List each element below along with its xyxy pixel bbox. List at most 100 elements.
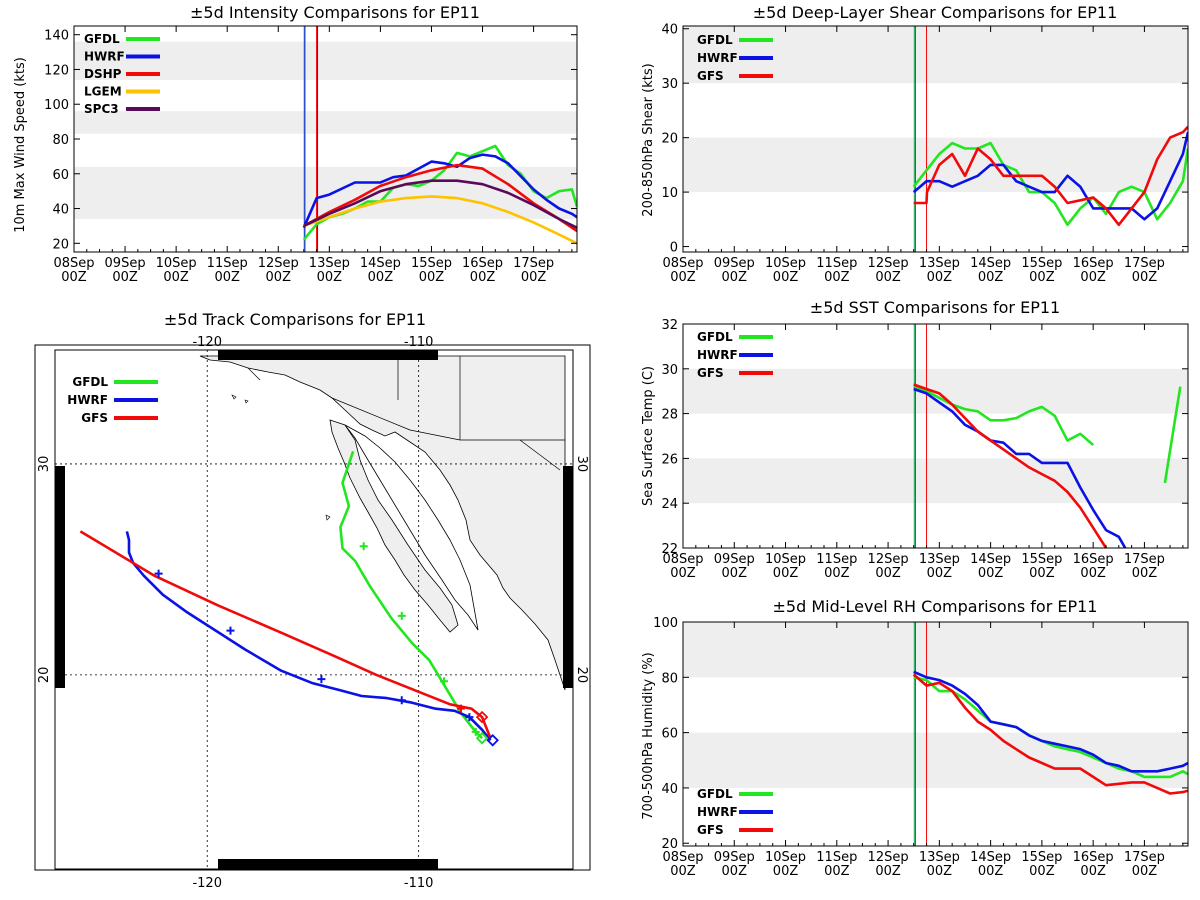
intensity-panel: ±5d Intensity Comparisons for EP11 10m M… bbox=[13, 3, 578, 285]
sst-title: ±5d SST Comparisons for EP11 bbox=[810, 298, 1060, 317]
intensity-series-dshp bbox=[303, 163, 577, 233]
track-marker-gfdl bbox=[397, 611, 406, 620]
track-map-frame bbox=[54, 349, 574, 870]
lon-label-top: -120 bbox=[192, 335, 222, 350]
track-marker-hwrf bbox=[397, 696, 406, 705]
intensity-xtick-hour: 00Z bbox=[214, 270, 240, 285]
shear-band-1 bbox=[683, 26, 1188, 84]
lat-label-left: 20 bbox=[37, 667, 52, 684]
sst-xtick-date: 11Sep bbox=[816, 552, 857, 567]
sst-xtick-hour: 00Z bbox=[1132, 566, 1158, 581]
intensity-series-spc3 bbox=[303, 179, 577, 229]
rh-band-0 bbox=[683, 732, 1188, 788]
track-legend-label-gfdl: GFDL bbox=[72, 375, 108, 389]
intensity-xtick-date: 11Sep bbox=[207, 256, 248, 271]
rh-axes-frame bbox=[682, 621, 1189, 847]
intensity-ytick-label: 80 bbox=[52, 133, 69, 148]
intensity-xtick-hour: 00Z bbox=[61, 270, 87, 285]
rh-ytick-label: 80 bbox=[661, 671, 678, 686]
rh-xtick-date: 09Sep bbox=[714, 850, 755, 865]
sst-xtick-date: 12Sep bbox=[868, 552, 909, 567]
rh-xtick-hour: 00Z bbox=[1080, 864, 1106, 879]
rh-y-label: 700-500hPa Humidity (%) bbox=[641, 652, 656, 819]
sst-ytick-label: 24 bbox=[661, 497, 678, 512]
intensity-xtick-date: 17Sep bbox=[513, 256, 554, 271]
track-marker-gfs bbox=[456, 704, 465, 713]
mainland-landmass bbox=[199, 355, 566, 691]
intensity-xtick-hour: 00Z bbox=[317, 270, 343, 285]
rh-legend-label-gfs: GFS bbox=[697, 823, 724, 837]
track-legend-label-gfs: GFS bbox=[81, 411, 108, 425]
sst-series-gfs bbox=[913, 383, 1108, 548]
rh-xtick-date: 16Sep bbox=[1073, 850, 1114, 865]
rh-xtick-date: 08Sep bbox=[662, 850, 703, 865]
intensity-series-lgem bbox=[303, 195, 577, 245]
intensity-legend-label-lgem: LGEM bbox=[84, 85, 122, 99]
rh-xtick-date: 14Sep bbox=[970, 850, 1011, 865]
shear-xtick-hour: 00Z bbox=[875, 270, 901, 285]
lon-label-bottom: -110 bbox=[404, 876, 434, 891]
track-legend-label-hwrf: HWRF bbox=[67, 393, 108, 407]
track-series-gfs bbox=[79, 530, 492, 739]
track-marker-gfdl bbox=[471, 727, 480, 736]
shear-band-0 bbox=[683, 137, 1188, 193]
shear-xtick-date: 10Sep bbox=[765, 256, 806, 271]
sst-xtick-hour: 00Z bbox=[875, 566, 901, 581]
sst-xtick-date: 08Sep bbox=[662, 552, 703, 567]
rh-ytick-label: 40 bbox=[661, 782, 678, 797]
rh-xtick-date: 15Sep bbox=[1021, 850, 1062, 865]
sst-ytick-label: 22 bbox=[661, 542, 678, 557]
intensity-xtick-hour: 00Z bbox=[266, 270, 292, 285]
track-marker-hwrf bbox=[465, 713, 474, 722]
shear-xtick-date: 08Sep bbox=[662, 256, 703, 271]
lat-label-right: 30 bbox=[574, 456, 589, 473]
sst-xtick-hour: 00Z bbox=[1080, 566, 1106, 581]
rh-series-hwrf bbox=[913, 670, 1188, 773]
baja-peninsula bbox=[329, 419, 459, 633]
sst-xtick-hour: 00Z bbox=[927, 566, 953, 581]
lat-label-right: 20 bbox=[574, 667, 589, 684]
shear-legend-label-gfdl: GFDL bbox=[697, 33, 733, 47]
intensity-legend-label-spc3: SPC3 bbox=[84, 102, 119, 116]
rh-title: ±5d Mid-Level RH Comparisons for EP11 bbox=[773, 597, 1098, 616]
sst-ytick-label: 32 bbox=[661, 318, 678, 333]
rh-xtick-date: 10Sep bbox=[765, 850, 806, 865]
shear-series-gfs bbox=[913, 125, 1188, 227]
track-marker-hwrf bbox=[154, 569, 163, 578]
shear-y-label: 200-850hPa Shear (kts) bbox=[641, 63, 656, 216]
shear-series-gfdl bbox=[912, 141, 1188, 227]
intensity-xtick-date: 08Sep bbox=[53, 256, 94, 271]
shear-xtick-hour: 00Z bbox=[722, 270, 748, 285]
rh-xtick-date: 11Sep bbox=[816, 850, 857, 865]
intensity-legend-label-hwrf: HWRF bbox=[84, 50, 125, 64]
shear-ytick-label: 30 bbox=[661, 77, 678, 92]
shear-ytick-label: 0 bbox=[670, 241, 678, 256]
islands bbox=[231, 394, 331, 521]
track-start-marker-gfs bbox=[475, 710, 489, 724]
rh-xtick-hour: 00Z bbox=[824, 864, 850, 879]
rh-xtick-hour: 00Z bbox=[875, 864, 901, 879]
map-border-bar-top bbox=[218, 350, 438, 360]
intensity-ytick-label: 40 bbox=[52, 203, 69, 218]
sst-series-gfdl-2 bbox=[1163, 386, 1182, 484]
shear-legend-label-hwrf: HWRF bbox=[697, 51, 738, 65]
shear-ytick-label: 40 bbox=[661, 23, 678, 38]
intensity-xtick-hour: 00Z bbox=[163, 270, 189, 285]
intensity-y-label: 10m Max Wind Speed (kts) bbox=[13, 57, 28, 233]
intensity-xtick-date: 12Sep bbox=[258, 256, 299, 271]
shear-xtick-date: 14Sep bbox=[970, 256, 1011, 271]
intensity-xtick-date: 09Sep bbox=[105, 256, 146, 271]
intensity-ytick-label: 60 bbox=[52, 168, 69, 183]
rh-ytick-label: 20 bbox=[661, 837, 678, 852]
intensity-xtick-hour: 00Z bbox=[470, 270, 496, 285]
shear-xtick-date: 15Sep bbox=[1021, 256, 1062, 271]
rh-xtick-hour: 00Z bbox=[927, 864, 953, 879]
rh-legend-label-gfdl: GFDL bbox=[697, 787, 733, 801]
map-land bbox=[199, 355, 566, 691]
sst-legend-label-gfs: GFS bbox=[697, 366, 724, 380]
sst-ytick-label: 30 bbox=[661, 363, 678, 378]
rh-series-gfs bbox=[912, 673, 1188, 795]
rh-xtick-hour: 00Z bbox=[1132, 864, 1158, 879]
intensity-band-1 bbox=[74, 111, 577, 134]
track-marker-gfdl bbox=[359, 542, 368, 551]
